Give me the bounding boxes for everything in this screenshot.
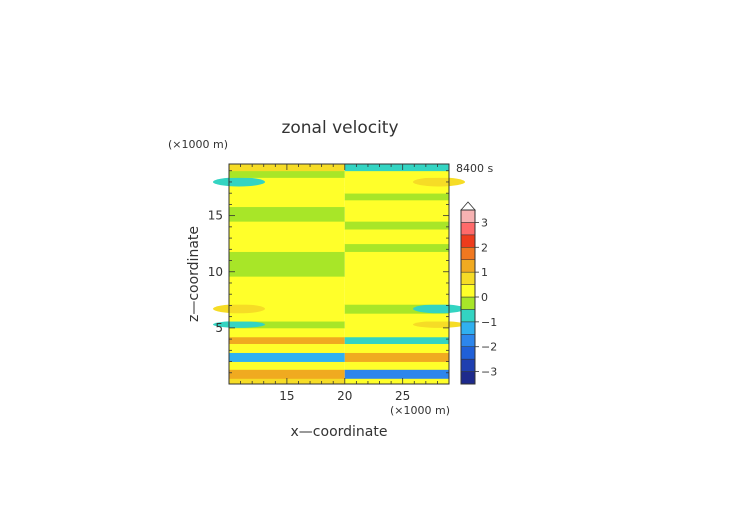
- x-tick-label: 15: [279, 389, 294, 403]
- colorbar-level-11: [460, 234, 476, 248]
- colorbar-tick-label: 0: [481, 291, 488, 304]
- field-edge-left-7: [213, 321, 265, 328]
- field-band-right-9: [344, 304, 449, 314]
- colorbar-level-5: [460, 309, 476, 323]
- field-edge-right-20: [413, 177, 465, 187]
- field-band-left-5: [229, 336, 345, 344]
- field-band-right-0: [344, 378, 449, 385]
- field-band-right-22: [344, 164, 449, 172]
- chart-title: zonal velocity: [281, 118, 398, 138]
- field-band-left-8: [229, 313, 345, 322]
- field-band-left-3: [229, 352, 345, 362]
- field-band-right-21: [344, 170, 449, 178]
- colorbar-level-4: [460, 321, 476, 335]
- colorbar-level-13: [460, 209, 476, 223]
- colorbar-level-6: [460, 296, 476, 310]
- field-band-right-13: [344, 243, 449, 252]
- colorbar: −3 −2 −1 0 1 2 3: [460, 201, 497, 385]
- field-band-left-18: [229, 193, 345, 201]
- colorbar-tick-label: −2: [481, 341, 497, 354]
- colorbar-tick-label: −1: [481, 316, 497, 329]
- field-band-right-1: [344, 369, 449, 379]
- colorbar-level-0: [460, 371, 476, 385]
- field-band-right-16: [344, 206, 449, 222]
- x-unit-label: (×1000 m): [390, 404, 450, 417]
- field-band-right-2: [344, 361, 449, 370]
- field-band-left-17: [229, 199, 345, 208]
- field-band-right-19: [344, 186, 449, 194]
- field-band-right-14: [344, 229, 449, 245]
- x-tick-label: 25: [395, 389, 410, 403]
- colorbar-overflow-arrow: [460, 201, 476, 211]
- field-band-right-4: [344, 343, 449, 353]
- field-band-right-15: [344, 221, 449, 230]
- field-band-left-7: [229, 321, 345, 329]
- colorbar-level-9: [460, 259, 476, 273]
- field-band-left-10: [229, 288, 345, 305]
- field-band-right-3: [344, 352, 449, 362]
- field-band-right-6: [344, 327, 449, 338]
- y-tick-label: 5: [215, 321, 223, 335]
- field-band-left-6: [229, 327, 345, 338]
- colorbar-tick-label: −3: [481, 366, 497, 379]
- colorbar-tick-label: 2: [481, 241, 488, 254]
- colorbar-level-3: [460, 334, 476, 347]
- field-band-left-12: [229, 251, 345, 277]
- field-band-left-21: [229, 170, 345, 178]
- colorbar-level-1: [460, 358, 476, 372]
- field-band-left-16: [229, 206, 345, 222]
- field-band-right-7: [344, 321, 449, 329]
- field-band-left-19: [229, 186, 345, 194]
- colorbar-level-10: [460, 247, 476, 260]
- field-band-right-18: [344, 193, 449, 201]
- time-label: 8400 s: [456, 162, 493, 175]
- field-band-right-8: [344, 313, 449, 322]
- field-edge-left-9: [213, 304, 265, 314]
- heatmap-field: [213, 164, 465, 385]
- field-band-left-9: [229, 304, 345, 314]
- field-band-left-11: [229, 276, 345, 289]
- x-tick-label: 20: [337, 389, 352, 403]
- y-axis-label: z—coordinate: [186, 226, 202, 322]
- field-band-left-20: [229, 177, 345, 187]
- field-band-right-11: [344, 276, 449, 289]
- colorbar-level-7: [460, 284, 476, 298]
- plot-axes: 15 20 25 5 10 15: [208, 163, 450, 403]
- y-unit-label: (×1000 m): [168, 138, 228, 151]
- plot-frame: [228, 163, 450, 385]
- field-edge-right-7: [413, 321, 465, 328]
- field-band-left-13: [229, 243, 345, 252]
- field-band-right-20: [344, 177, 449, 187]
- field-band-right-5: [344, 336, 449, 344]
- field-band-right-12: [344, 251, 449, 277]
- y-tick-label: 10: [208, 265, 223, 279]
- field-band-left-14: [229, 229, 345, 245]
- y-tick-label: 15: [208, 209, 223, 223]
- colorbar-tick-label: 1: [481, 266, 488, 279]
- colorbar-level-2: [460, 346, 476, 360]
- x-axis-label: x—coordinate: [291, 424, 388, 440]
- field-band-left-1: [229, 369, 345, 379]
- field-edge-right-9: [413, 304, 465, 314]
- colorbar-level-8: [460, 271, 476, 285]
- field-band-left-2: [229, 361, 345, 370]
- colorbar-tick-label: 3: [481, 216, 488, 229]
- field-band-right-17: [344, 199, 449, 208]
- field-band-left-4: [229, 343, 345, 353]
- field-band-right-10: [344, 288, 449, 305]
- field-edge-left-20: [213, 177, 265, 187]
- colorbar-level-12: [460, 222, 476, 236]
- field-band-left-15: [229, 221, 345, 230]
